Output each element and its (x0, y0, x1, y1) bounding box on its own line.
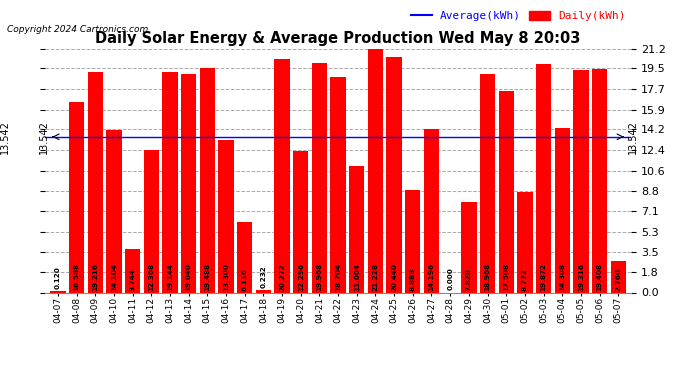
Text: 19.040: 19.040 (186, 263, 192, 291)
Bar (125, 249, 140, 292)
Text: 0.232: 0.232 (260, 265, 266, 288)
Text: 19.408: 19.408 (597, 263, 602, 291)
Text: 6.116: 6.116 (241, 268, 248, 291)
Bar (199, 68, 215, 292)
Title: Daily Solar Energy & Average Production Wed May 8 20:03: Daily Solar Energy & Average Production … (95, 31, 581, 46)
Text: 19.216: 19.216 (92, 263, 98, 291)
Text: 18.968: 18.968 (484, 262, 491, 291)
Text: 19.872: 19.872 (540, 263, 546, 291)
Bar (144, 150, 159, 292)
Text: 16.588: 16.588 (74, 262, 79, 291)
Text: 13.300: 13.300 (223, 263, 229, 291)
Bar (275, 59, 290, 292)
Bar (331, 78, 346, 292)
Text: Copyright 2024 Cartronics.com: Copyright 2024 Cartronics.com (7, 25, 148, 34)
Text: 17.508: 17.508 (503, 263, 509, 291)
Bar (480, 74, 495, 292)
Text: 21.228: 21.228 (373, 263, 378, 291)
Bar (312, 63, 327, 292)
Bar (218, 140, 234, 292)
Text: 12.368: 12.368 (148, 263, 155, 291)
Bar (536, 64, 551, 292)
Text: 19.316: 19.316 (578, 263, 584, 291)
Bar (461, 202, 477, 292)
Text: 14.308: 14.308 (559, 263, 565, 291)
Legend: Average(kWh), Daily(kWh): Average(kWh), Daily(kWh) (411, 11, 626, 21)
Bar (499, 91, 514, 292)
Bar (611, 261, 626, 292)
Bar (88, 72, 103, 292)
Bar (256, 290, 271, 292)
Text: 8.888: 8.888 (410, 267, 416, 291)
Text: 19.144: 19.144 (167, 263, 173, 291)
Text: 13.542: 13.542 (628, 120, 638, 154)
Text: 7.828: 7.828 (466, 268, 472, 291)
Bar (573, 70, 589, 292)
Bar (592, 69, 607, 292)
Text: 2.760: 2.760 (615, 268, 621, 291)
Text: 14.104: 14.104 (111, 263, 117, 291)
Text: 13.542: 13.542 (39, 120, 48, 154)
Text: 12.296: 12.296 (298, 263, 304, 291)
Bar (405, 190, 420, 292)
Text: 19.968: 19.968 (317, 262, 322, 291)
Text: 20.272: 20.272 (279, 263, 285, 291)
Text: 0.120: 0.120 (55, 266, 61, 289)
Bar (69, 102, 84, 292)
Bar (424, 129, 439, 292)
Text: 20.440: 20.440 (391, 263, 397, 291)
Bar (349, 166, 364, 292)
Text: 19.488: 19.488 (204, 262, 210, 291)
Bar (518, 192, 533, 292)
Bar (386, 57, 402, 292)
Text: 11.004: 11.004 (354, 263, 359, 291)
Text: 0.000: 0.000 (447, 267, 453, 290)
Text: 13.542: 13.542 (0, 120, 10, 154)
Bar (368, 48, 383, 292)
Bar (555, 128, 570, 292)
Text: 18.704: 18.704 (335, 263, 341, 291)
Bar (293, 151, 308, 292)
Bar (106, 130, 121, 292)
Text: 8.772: 8.772 (522, 268, 528, 291)
Bar (162, 72, 177, 292)
Text: 14.196: 14.196 (428, 263, 435, 291)
Bar (50, 291, 66, 292)
Bar (181, 74, 197, 292)
Text: 3.744: 3.744 (130, 268, 136, 291)
Bar (237, 222, 253, 292)
